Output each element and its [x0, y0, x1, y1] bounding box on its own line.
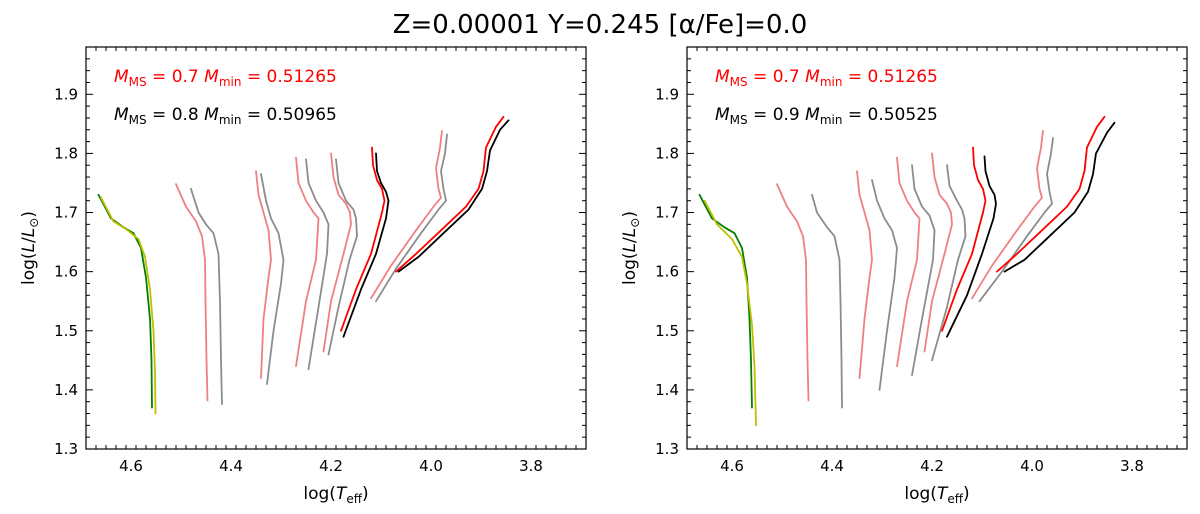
series-line [327, 158, 358, 356]
series-line [923, 152, 953, 353]
series-line [295, 156, 320, 368]
series-line [941, 146, 987, 332]
y-tick-label: 1.3 [655, 440, 679, 458]
series-line [260, 173, 285, 385]
legend-entry: MMS = 0.9 Mmin = 0.50525 [715, 105, 938, 127]
series-line [776, 183, 810, 402]
series-line [698, 193, 753, 409]
y-tick-label: 1.4 [54, 381, 78, 399]
y-tick-label: 1.3 [54, 440, 78, 458]
y-tick-label: 1.9 [655, 85, 679, 103]
series-line [342, 152, 390, 338]
figure-title: Z=0.00001 Y=0.245 [α/Fe]=0.0 [393, 10, 808, 40]
legend-entry: MMS = 0.7 Mmin = 0.51265 [715, 67, 938, 89]
y-tick-label: 1.8 [655, 144, 679, 162]
x-axis-label: log(Teff) [303, 484, 368, 506]
series-line [931, 164, 967, 362]
y-tick-label: 1.5 [54, 322, 78, 340]
series-line [703, 199, 757, 427]
y-tick-label: 1.5 [655, 322, 679, 340]
series-line [911, 164, 936, 376]
x-tick-label: 4.6 [720, 457, 744, 475]
series-line [255, 170, 272, 379]
series-line [100, 196, 157, 415]
y-tick-label: 1.8 [54, 144, 78, 162]
x-tick-label: 4.4 [219, 457, 243, 475]
series-line [971, 130, 1044, 300]
y-axis-label: log(L/L⊙) [19, 211, 41, 285]
series-line [811, 193, 843, 409]
left-panel: 4.6 4.4 4.2 4.0 3.8 1.3 1.4 1.5 1.6 1.7 1.8 1.9 log(… [19, 46, 587, 506]
x-tick-label: 4.6 [119, 457, 143, 475]
series-line [97, 193, 153, 409]
x-tick-label: 4.4 [820, 457, 844, 475]
legend-entry: MMS = 0.8 Mmin = 0.50965 [114, 105, 337, 127]
series-line [856, 170, 873, 379]
series-line [978, 137, 1054, 303]
x-tick-label: 4.0 [419, 457, 443, 475]
series-line [340, 146, 386, 332]
series-line [996, 115, 1106, 273]
series-line [305, 158, 330, 371]
series-line [190, 188, 223, 405]
x-tick-label: 4.2 [920, 457, 944, 475]
y-tick-label: 1.6 [655, 263, 679, 281]
x-tick-label: 4.0 [1020, 457, 1044, 475]
x-tick-label: 3.8 [1120, 457, 1144, 475]
series-line [175, 183, 209, 402]
legend-entry: MMS = 0.7 Mmin = 0.51265 [114, 67, 337, 89]
y-tick-label: 1.6 [54, 263, 78, 281]
y-tick-label: 1.7 [54, 204, 78, 222]
series-line [946, 155, 997, 338]
y-tick-label: 1.9 [54, 85, 78, 103]
series-line [1003, 121, 1116, 273]
series-line [395, 115, 505, 273]
series-line [896, 156, 921, 368]
series-line [370, 130, 443, 300]
series-line [375, 133, 448, 303]
series-line [322, 152, 352, 353]
x-tick-label: 4.2 [319, 457, 343, 475]
right-panel: 4.6 4.4 4.2 4.0 3.8 1.3 1.4 1.5 1.6 1.7 1.8 1.9 log(… [620, 46, 1188, 506]
y-tick-label: 1.7 [655, 204, 679, 222]
y-axis-label: log(L/L⊙) [620, 211, 642, 285]
series-line [871, 179, 898, 391]
x-tick-label: 3.8 [519, 457, 543, 475]
x-axis-label: log(Teff) [904, 484, 969, 506]
y-tick-label: 1.4 [655, 381, 679, 399]
series-line [397, 119, 510, 273]
